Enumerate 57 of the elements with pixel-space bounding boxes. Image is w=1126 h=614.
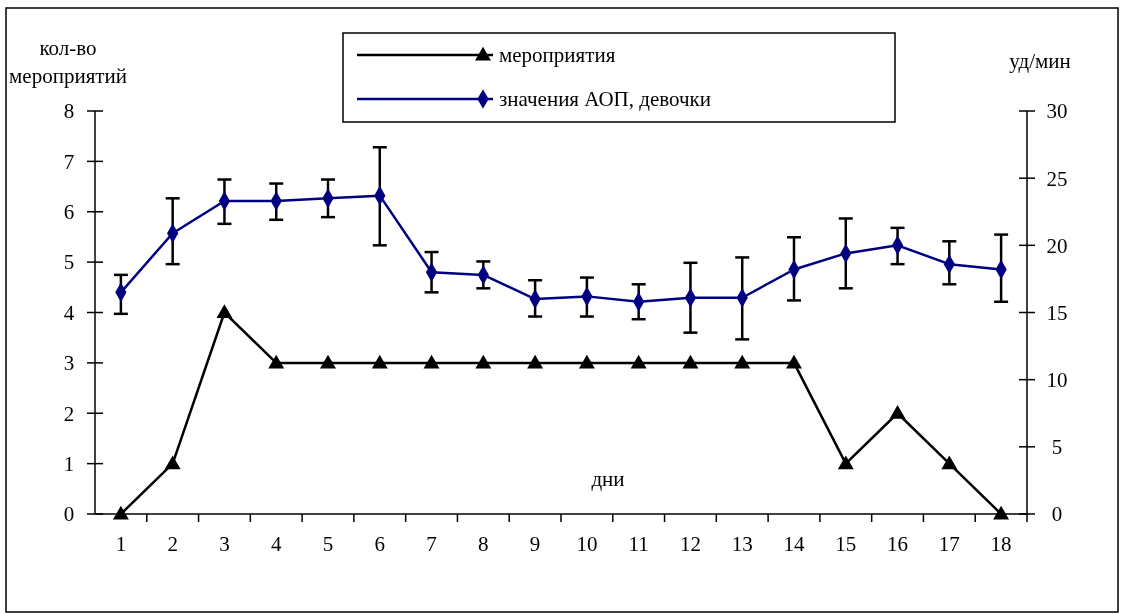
y-tick-label: 5 <box>63 250 75 275</box>
y-axis-title: кол-во мероприятий <box>9 36 127 88</box>
point <box>889 405 906 419</box>
legend-label: значения АОП, девочки <box>499 87 711 112</box>
point <box>216 304 233 319</box>
y-tick-label: 4 <box>63 300 75 325</box>
x-tick-label: 9 <box>529 532 541 557</box>
y-tick-label: 2 <box>63 401 75 426</box>
point <box>164 455 181 470</box>
point <box>578 354 595 369</box>
legend-label: мероприятия <box>499 43 616 68</box>
y2-tick-label: 10 <box>1046 368 1068 393</box>
point <box>993 505 1010 520</box>
y-tick-label: 3 <box>63 351 75 376</box>
x-tick-label: 18 <box>990 532 1012 557</box>
point <box>320 354 336 369</box>
point <box>371 354 388 369</box>
point <box>630 354 647 369</box>
x-tick-label: 11 <box>628 532 649 557</box>
y2-axis-title: уд/мин <box>1009 49 1071 73</box>
y2-tick-label: 30 <box>1046 99 1068 124</box>
x-tick-label: 7 <box>426 532 437 557</box>
x-tick-label: 12 <box>679 532 701 557</box>
point <box>268 354 285 369</box>
point <box>734 354 751 369</box>
x-tick-label: 5 <box>322 532 334 557</box>
x-tick-label: 8 <box>478 532 489 557</box>
y-tick-label: 8 <box>63 99 75 124</box>
point <box>527 354 544 369</box>
x-tick-label: 6 <box>374 532 386 557</box>
y-tick-label: 1 <box>63 451 75 476</box>
x-tick-label: 1 <box>115 532 127 557</box>
x-tick-label: 3 <box>219 532 230 557</box>
y2-tick-label: 5 <box>1051 435 1063 460</box>
x-tick-label: 14 <box>783 532 805 557</box>
y-tick-label: 7 <box>63 149 75 174</box>
x-tick-label: 10 <box>576 532 598 557</box>
y2-tick-label: 20 <box>1046 233 1068 258</box>
x-tick-label: 16 <box>887 532 909 557</box>
annotation: дни <box>591 467 625 491</box>
y-tick-label: 0 <box>63 502 75 527</box>
x-tick-label: 4 <box>270 532 282 557</box>
point <box>837 455 854 470</box>
point <box>682 354 699 369</box>
x-tick-label: 17 <box>938 532 960 557</box>
point <box>475 354 492 369</box>
point <box>423 354 440 369</box>
y2-tick-label: 0 <box>1051 502 1063 527</box>
x-tick-label: 13 <box>731 532 753 557</box>
x-tick-label: 2 <box>167 532 178 557</box>
y2-tick-label: 25 <box>1046 166 1068 191</box>
y2-tick-label: 15 <box>1046 300 1068 325</box>
point <box>941 455 958 470</box>
y-tick-label: 6 <box>63 200 75 225</box>
x-tick-label: 15 <box>835 532 857 557</box>
point <box>786 354 802 369</box>
point <box>112 505 129 520</box>
